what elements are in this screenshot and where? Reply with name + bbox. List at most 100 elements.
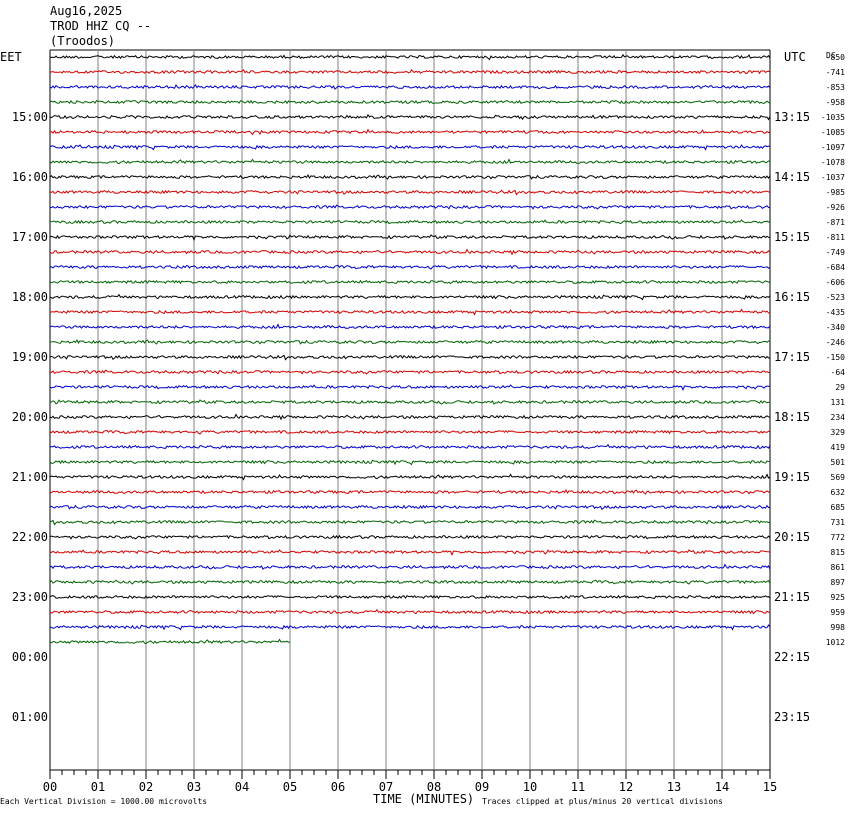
- scale-note: Each Vertical Division = 1000.00 microvo…: [0, 797, 208, 806]
- station-code: TROD HHZ CQ --: [50, 19, 152, 33]
- dc-offset-label: 501: [831, 458, 846, 467]
- seismic-trace: [49, 338, 771, 345]
- dc-offset-label: -1037: [821, 173, 845, 182]
- dc-offset-label: -853: [826, 83, 845, 92]
- dc-offset-label: 329: [831, 428, 846, 437]
- x-tick-label: 01: [91, 780, 105, 794]
- right-hour-label: 17:15: [774, 350, 810, 364]
- dc-offset-label: 772: [831, 533, 846, 542]
- dc-offset-label: -150: [826, 353, 845, 362]
- left-timezone-label: EET: [0, 50, 22, 64]
- seismic-trace: [49, 384, 771, 391]
- dc-offset-label: 925: [831, 593, 846, 602]
- seismic-trace: [49, 264, 771, 270]
- dc-offset-label: -684: [826, 263, 845, 272]
- dc-offset-label: -749: [826, 248, 845, 257]
- x-tick-label: 03: [187, 780, 201, 794]
- dc-offset-label: -958: [826, 98, 845, 107]
- seismic-trace: [49, 158, 771, 165]
- seismic-trace: [49, 113, 771, 121]
- seismic-trace: [49, 624, 771, 631]
- left-hour-label: 22:00: [12, 530, 48, 544]
- seismic-trace: [49, 519, 771, 526]
- left-hour-label: 17:00: [12, 230, 48, 244]
- left-hour-label: 01:00: [12, 710, 48, 724]
- seismic-trace: [49, 189, 771, 196]
- dc-offset-label: 897: [831, 578, 846, 587]
- seismic-trace: [49, 293, 771, 301]
- x-tick-label: 05: [283, 780, 297, 794]
- seismic-trace: [49, 84, 771, 90]
- right-hour-label: 16:15: [774, 290, 810, 304]
- dc-column-label: DC: [826, 51, 836, 60]
- chart-date: Aug16,2025: [50, 4, 123, 18]
- seismic-trace: [49, 443, 771, 450]
- right-hour-label: 19:15: [774, 470, 810, 484]
- dc-offset-label: -850: [826, 53, 845, 62]
- left-hour-label: 19:00: [12, 350, 48, 364]
- seismic-trace: [49, 504, 771, 511]
- dc-offset-label: -926: [826, 203, 845, 212]
- dc-offset-label: -741: [826, 68, 845, 77]
- dc-offset-label: 569: [831, 473, 846, 482]
- seismic-trace: [49, 594, 771, 600]
- dc-offset-label: 632: [831, 488, 846, 497]
- seismic-trace: [49, 429, 771, 435]
- dc-offset-label: 959: [831, 608, 846, 617]
- seismic-trace: [49, 459, 771, 466]
- dc-offset-label: 29: [835, 383, 845, 392]
- seismic-trace: [49, 608, 771, 615]
- station-location: (Troodos): [50, 34, 116, 48]
- right-hour-label: 23:15: [774, 710, 810, 724]
- x-tick-label: 02: [139, 780, 153, 794]
- dc-offset-label: 131: [831, 398, 846, 407]
- x-tick-label: 07: [379, 780, 393, 794]
- x-tick-label: 14: [715, 780, 729, 794]
- seismic-trace: [49, 144, 771, 151]
- seismic-trace: [49, 473, 771, 481]
- x-tick-label: 15: [763, 780, 777, 794]
- left-hour-label: 23:00: [12, 590, 48, 604]
- dc-offset-label: 998: [831, 623, 846, 632]
- dc-offset-label: -340: [826, 323, 845, 332]
- right-hour-label: 18:15: [774, 410, 810, 424]
- left-hour-label: 18:00: [12, 290, 48, 304]
- dc-offset-label: -985: [826, 188, 845, 197]
- seismic-trace: [49, 248, 771, 256]
- right-hour-label: 14:15: [774, 170, 810, 184]
- x-tick-label: 11: [571, 780, 585, 794]
- seismic-trace: [49, 399, 771, 405]
- right-hour-label: 13:15: [774, 110, 810, 124]
- right-hour-label: 20:15: [774, 530, 810, 544]
- right-hour-label: 15:15: [774, 230, 810, 244]
- seismic-trace: [49, 204, 771, 210]
- dc-offset-label: 685: [831, 503, 846, 512]
- seismic-trace: [49, 413, 771, 421]
- seismic-trace: [49, 279, 771, 285]
- x-tick-label: 04: [235, 780, 249, 794]
- seismic-trace: [50, 308, 771, 316]
- left-hour-label: 20:00: [12, 410, 48, 424]
- seismic-trace: [49, 53, 771, 61]
- dc-offset-label: 815: [831, 548, 846, 557]
- dc-offset-label: -871: [826, 218, 845, 227]
- left-hour-label: 16:00: [12, 170, 48, 184]
- x-tick-label: 09: [475, 780, 489, 794]
- dc-offset-label: 861: [831, 563, 846, 572]
- dc-offset-label: -523: [826, 293, 845, 302]
- seismic-trace: [49, 234, 771, 241]
- x-tick-label: 00: [43, 780, 57, 794]
- x-tick-label: 13: [667, 780, 681, 794]
- seismic-trace: [49, 549, 771, 556]
- dc-offset-label: -606: [826, 278, 845, 287]
- left-hour-label: 00:00: [12, 650, 48, 664]
- dc-offset-label: -1085: [821, 128, 845, 137]
- dc-offset-label: 234: [831, 413, 846, 422]
- dc-offset-label: 419: [831, 443, 846, 452]
- x-axis-label: TIME (MINUTES): [373, 792, 475, 806]
- seismic-trace: [49, 563, 771, 570]
- seismic-trace: [49, 534, 771, 540]
- dc-offset-label: 731: [831, 518, 846, 527]
- dc-offset-label: -1035: [821, 113, 845, 122]
